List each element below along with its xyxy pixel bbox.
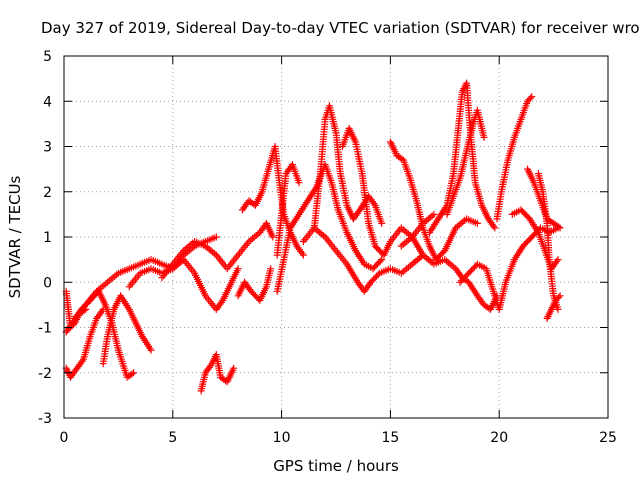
y-axis-label: SDTVAR / TECUs [6, 175, 24, 298]
x-tick-label: 20 [490, 430, 508, 446]
series-track-24 [534, 170, 562, 313]
y-tick-label: 1 [43, 230, 52, 246]
axes: 0 5 10 15 20 25 -3 -2 -1 0 1 2 3 4 5 [38, 49, 617, 446]
y-tick-label: 0 [43, 275, 52, 291]
y-tick-label: -1 [38, 321, 52, 337]
series-track-25 [543, 292, 564, 322]
y-tick-label: 2 [43, 185, 52, 201]
series-track-13 [310, 102, 386, 232]
data-marks [62, 79, 564, 395]
series-track-05 [99, 292, 155, 368]
series-track-14 [339, 124, 438, 259]
chart-title: Day 327 of 2019, Sidereal Day-to-day VTE… [41, 19, 640, 37]
data-point-markers [62, 305, 107, 381]
data-point-markers [397, 233, 501, 313]
data-point-markers [158, 219, 277, 282]
data-point-markers [456, 224, 562, 313]
series-track-15 [299, 224, 427, 295]
data-point-markers [125, 256, 242, 313]
x-tick-label: 10 [273, 430, 291, 446]
series-track-10 [238, 143, 307, 259]
x-tick-label: 15 [381, 430, 399, 446]
x-tick-label: 5 [168, 430, 177, 446]
data-point-markers [197, 351, 238, 395]
data-point-markers [234, 265, 275, 304]
data-point-markers [386, 138, 481, 264]
series-track-06 [125, 256, 242, 313]
y-tick-label: -3 [38, 411, 52, 427]
series-track-11 [273, 161, 303, 259]
data-point-markers [299, 224, 427, 295]
series-track-03 [62, 305, 107, 381]
data-point-markers [339, 124, 438, 259]
data-point-markers [238, 143, 307, 259]
x-tick-label: 25 [599, 430, 617, 446]
x-axis-label: GPS time / hours [273, 457, 399, 475]
series-track-19 [443, 106, 488, 218]
y-tick-label: 5 [43, 49, 52, 65]
data-point-markers [273, 161, 303, 259]
data-point-markers [443, 106, 488, 218]
data-point-markers [534, 170, 562, 313]
y-tick-label: 4 [43, 94, 52, 110]
data-point-markers [99, 292, 155, 368]
series-track-07 [197, 351, 238, 395]
y-tick-label: -2 [38, 366, 52, 382]
series-track-17 [397, 233, 501, 313]
data-point-markers [543, 292, 564, 322]
series-track-08 [158, 219, 277, 282]
series-track-20 [456, 224, 562, 313]
series-track-16 [386, 138, 481, 264]
series-track-21 [493, 93, 536, 223]
data-point-markers [493, 93, 536, 223]
series-track-09 [234, 265, 275, 304]
y-tick-label: 3 [43, 140, 52, 156]
data-point-markers [310, 102, 386, 232]
x-tick-label: 0 [60, 430, 69, 446]
